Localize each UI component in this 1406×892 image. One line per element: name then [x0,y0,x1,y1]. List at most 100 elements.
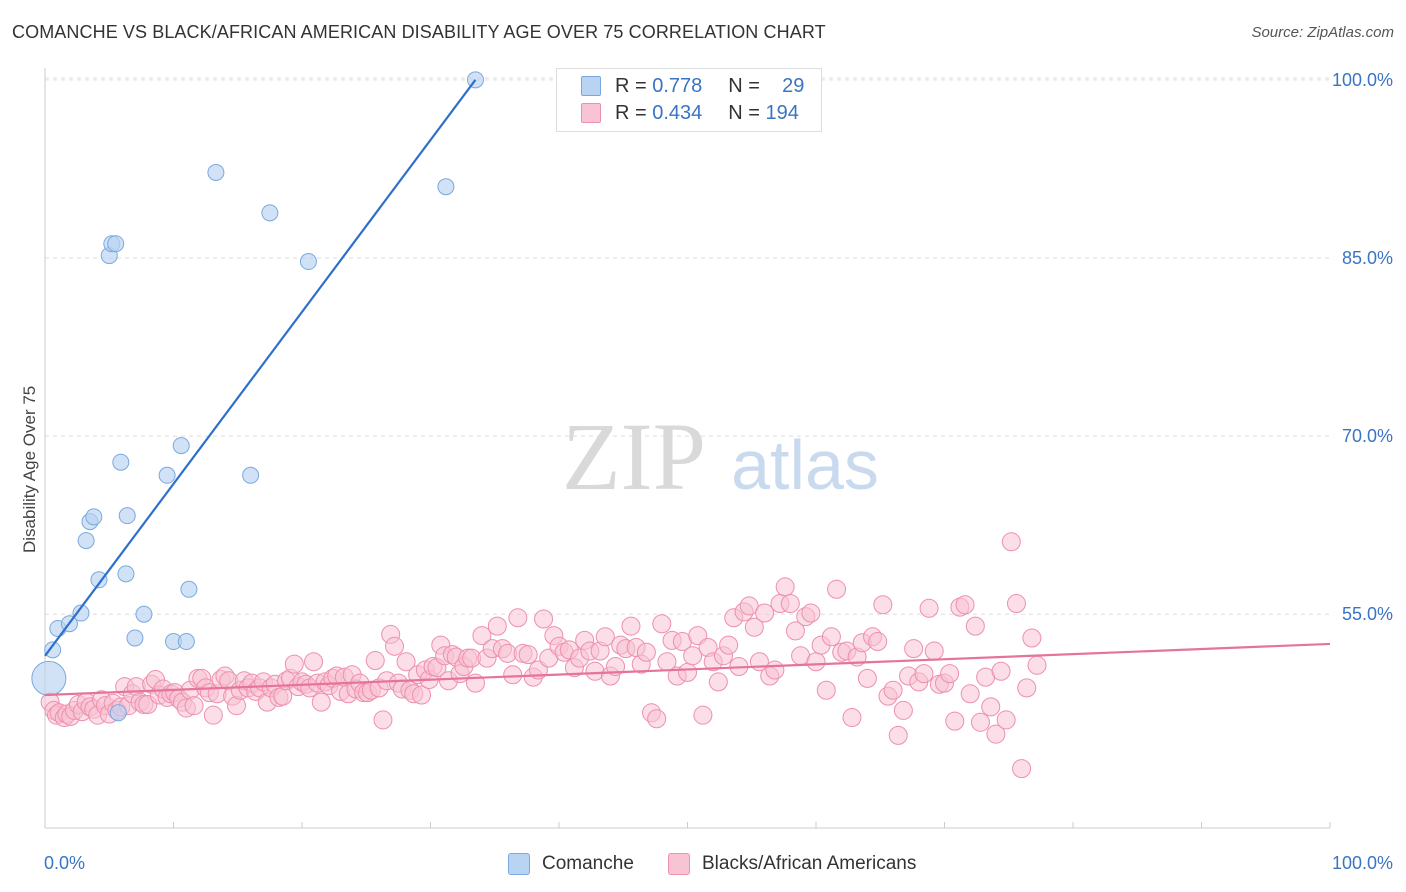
correlation-legend: R = 0.778 N = 29 R = 0.434 N = 194 [556,68,822,132]
point-black [304,652,324,672]
y-tick-label: 70.0% [1342,426,1393,446]
point-black [708,672,728,692]
point-black [914,664,934,684]
point-black [996,710,1016,730]
point-black [412,685,432,705]
point-comanche [77,532,95,550]
point-comanche [299,253,317,271]
point-black [755,603,775,623]
point-black [683,646,703,666]
point-black [595,627,615,647]
point-black [1001,532,1021,552]
point-black [991,661,1011,681]
point-black [965,616,985,636]
bottom-legend-swatch-black [668,853,690,875]
point-black [924,641,944,661]
point-black [827,579,847,599]
point-comanche [261,204,279,222]
legend-row-black: R = 0.434 N = 194 [581,101,799,125]
point-black [960,684,980,704]
point-black [518,645,538,665]
point-black [739,596,759,616]
point-black [801,603,821,623]
legend-swatch-comanche [581,76,601,96]
point-black [508,608,528,628]
point-comanche [135,605,153,623]
point-black [816,680,836,700]
point-comanche [112,453,130,471]
point-comanche [90,571,108,589]
point-black [719,635,739,655]
watermark-zip: ZIP [562,403,706,510]
bottom-legend-label-comanche: Comanche [542,853,634,874]
point-comanche [44,641,62,659]
watermark-atlas: atlas [731,426,879,504]
legend-n-label: N = [728,74,760,97]
point-comanche [180,580,198,598]
trend-lines [44,79,1331,697]
series-comanche-points [31,71,484,722]
point-black [868,632,888,652]
tick-labels: 55.0% 70.0% 85.0% 100.0% 0.0% 100.0% [44,70,1393,873]
chart-title: COMANCHE VS BLACK/AFRICAN AMERICAN DISAB… [12,22,826,42]
x-tick-label-max: 100.0% [1332,853,1393,873]
point-black [986,724,1006,744]
source-label: Source: ZipAtlas.com [1251,24,1394,41]
point-black [970,712,990,732]
point-black [821,627,841,647]
point-black [893,700,913,720]
point-comanche [207,163,225,181]
point-black [678,662,697,682]
point-black [842,708,862,728]
legend-r-value-comanche: 0.778 [652,74,703,97]
point-black [1006,594,1026,614]
point-black [785,621,805,641]
point-black [472,626,492,646]
point-comanche [158,466,176,484]
point-black [311,692,331,712]
point-black [857,668,877,688]
point-black [806,652,826,672]
x-tick-label-min: 0.0% [44,853,85,873]
point-black [883,680,903,700]
trend-line-black [44,642,1331,697]
legend-r-label: R = [615,101,647,124]
point-black [184,696,204,716]
point-black [955,595,975,615]
point-black [373,710,393,730]
legend-swatch-black [581,103,601,123]
y-axis-label: Disability Age Over 75 [20,385,39,553]
bottom-legend-label-black: Blacks/African Americans [702,853,917,874]
point-black [284,654,304,674]
point-black [744,617,764,637]
point-black [487,616,507,636]
point-comanche [107,235,125,253]
point-black [385,636,405,656]
y-tick-label: 100.0% [1332,70,1393,90]
point-black [945,711,965,731]
point-black [1017,678,1037,698]
series-black-points [40,532,1047,779]
bottom-legend-comanche: Comanche [508,852,634,876]
legend-row-comanche: R = 0.778 N = 29 [581,74,804,98]
point-black [503,665,523,685]
point-black [1012,759,1032,779]
point-black [396,652,416,672]
point-black [647,709,667,729]
point-black [765,660,785,680]
bottom-legend-black: Blacks/African Americans [668,852,916,876]
point-black [940,664,960,684]
point-comanche [437,178,455,196]
point-black [873,595,893,615]
point-comanche [242,466,260,484]
legend-n-value-comanche: 29 [782,74,805,97]
y-tick-label: 55.0% [1342,604,1393,624]
point-comanche [172,437,190,455]
gridlines [45,77,1330,615]
point-comanche [72,604,90,622]
point-black [365,651,385,671]
point-black [780,594,800,614]
point-black [775,577,795,597]
legend-r-value-black: 0.434 [652,101,703,124]
